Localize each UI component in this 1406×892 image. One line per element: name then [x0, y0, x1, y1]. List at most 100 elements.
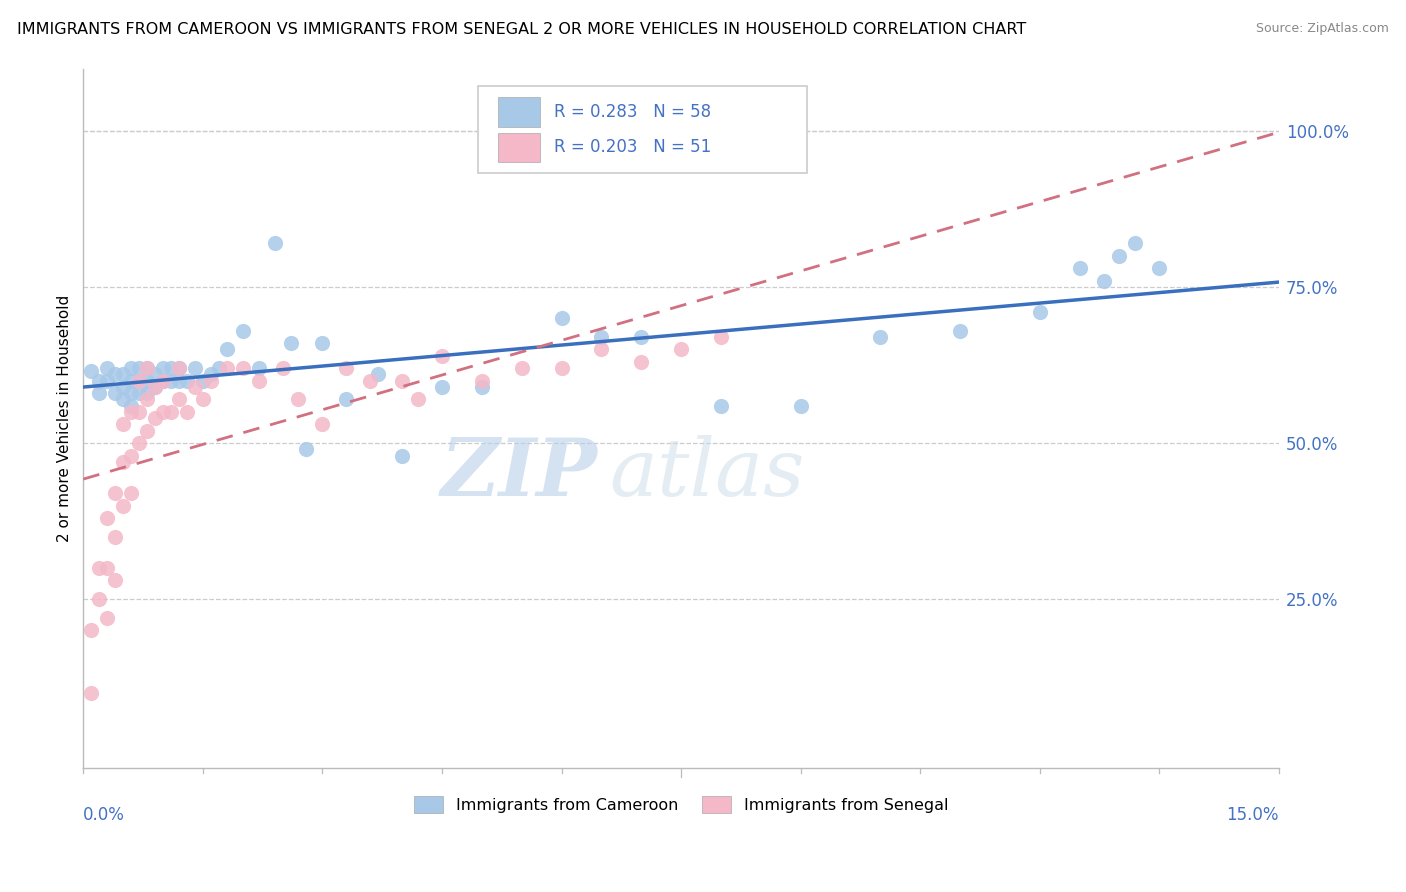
Point	[143, 380, 166, 394]
Point	[136, 386, 159, 401]
Point	[96, 361, 118, 376]
Point	[430, 380, 453, 394]
Point	[471, 374, 494, 388]
Point	[710, 399, 733, 413]
Point	[120, 486, 142, 500]
Point	[136, 361, 159, 376]
Point	[80, 624, 103, 638]
Point	[128, 374, 150, 388]
Point	[152, 374, 174, 388]
Point	[120, 361, 142, 376]
Point	[510, 361, 533, 376]
Point	[335, 361, 357, 376]
Point	[80, 364, 103, 378]
Point	[176, 405, 198, 419]
Point	[335, 392, 357, 407]
Point	[152, 374, 174, 388]
Point	[200, 374, 222, 388]
Point	[591, 343, 613, 357]
Text: R = 0.203   N = 51: R = 0.203 N = 51	[554, 138, 711, 156]
Point	[167, 361, 190, 376]
Point	[287, 392, 309, 407]
Point	[184, 380, 207, 394]
Point	[136, 361, 159, 376]
Point	[232, 361, 254, 376]
Point	[143, 368, 166, 382]
Point	[96, 561, 118, 575]
Point	[391, 374, 413, 388]
Y-axis label: 2 or more Vehicles in Household: 2 or more Vehicles in Household	[58, 294, 72, 541]
Point	[120, 449, 142, 463]
Point	[89, 561, 111, 575]
Point	[112, 499, 135, 513]
Point	[112, 392, 135, 407]
Point	[96, 374, 118, 388]
Point	[1029, 305, 1052, 319]
Point	[232, 324, 254, 338]
Point	[247, 361, 270, 376]
Point	[215, 343, 238, 357]
Point	[136, 392, 159, 407]
Point	[152, 361, 174, 376]
Point	[367, 368, 389, 382]
Point	[128, 436, 150, 450]
Point	[311, 336, 333, 351]
Point	[89, 374, 111, 388]
Point	[391, 449, 413, 463]
Point	[630, 355, 652, 369]
Point	[112, 380, 135, 394]
Point	[120, 374, 142, 388]
Point	[89, 592, 111, 607]
Point	[471, 380, 494, 394]
Point	[167, 392, 190, 407]
Point	[112, 368, 135, 382]
Point	[271, 361, 294, 376]
Point	[160, 405, 183, 419]
Point	[80, 686, 103, 700]
Text: atlas: atlas	[609, 435, 804, 513]
Point	[120, 399, 142, 413]
Point	[630, 330, 652, 344]
Point	[160, 361, 183, 376]
Point	[215, 361, 238, 376]
Point	[167, 374, 190, 388]
Point	[120, 405, 142, 419]
Point	[152, 405, 174, 419]
Point	[184, 361, 207, 376]
Point	[359, 374, 381, 388]
Point	[104, 386, 127, 401]
Bar	[498, 97, 540, 127]
Point	[710, 330, 733, 344]
Point	[550, 311, 572, 326]
Point	[104, 530, 127, 544]
Text: 15.0%: 15.0%	[1226, 806, 1279, 824]
Point	[1149, 261, 1171, 276]
Point	[143, 411, 166, 425]
Point	[869, 330, 891, 344]
Point	[120, 386, 142, 401]
Point	[96, 611, 118, 625]
Point	[1092, 274, 1115, 288]
Point	[591, 330, 613, 344]
Point	[295, 442, 318, 457]
Point	[1069, 261, 1091, 276]
Point	[104, 486, 127, 500]
Point	[143, 380, 166, 394]
Point	[789, 399, 811, 413]
Bar	[498, 133, 540, 162]
Point	[406, 392, 429, 407]
Point	[200, 368, 222, 382]
Point	[1108, 249, 1130, 263]
Point	[550, 361, 572, 376]
Point	[96, 511, 118, 525]
Point	[208, 361, 231, 376]
Point	[430, 349, 453, 363]
Point	[263, 236, 285, 251]
Point	[128, 386, 150, 401]
Point	[128, 405, 150, 419]
Text: ZIP: ZIP	[440, 435, 598, 513]
Text: IMMIGRANTS FROM CAMEROON VS IMMIGRANTS FROM SENEGAL 2 OR MORE VEHICLES IN HOUSEH: IMMIGRANTS FROM CAMEROON VS IMMIGRANTS F…	[17, 22, 1026, 37]
Point	[112, 455, 135, 469]
Point	[136, 374, 159, 388]
Point	[191, 374, 214, 388]
